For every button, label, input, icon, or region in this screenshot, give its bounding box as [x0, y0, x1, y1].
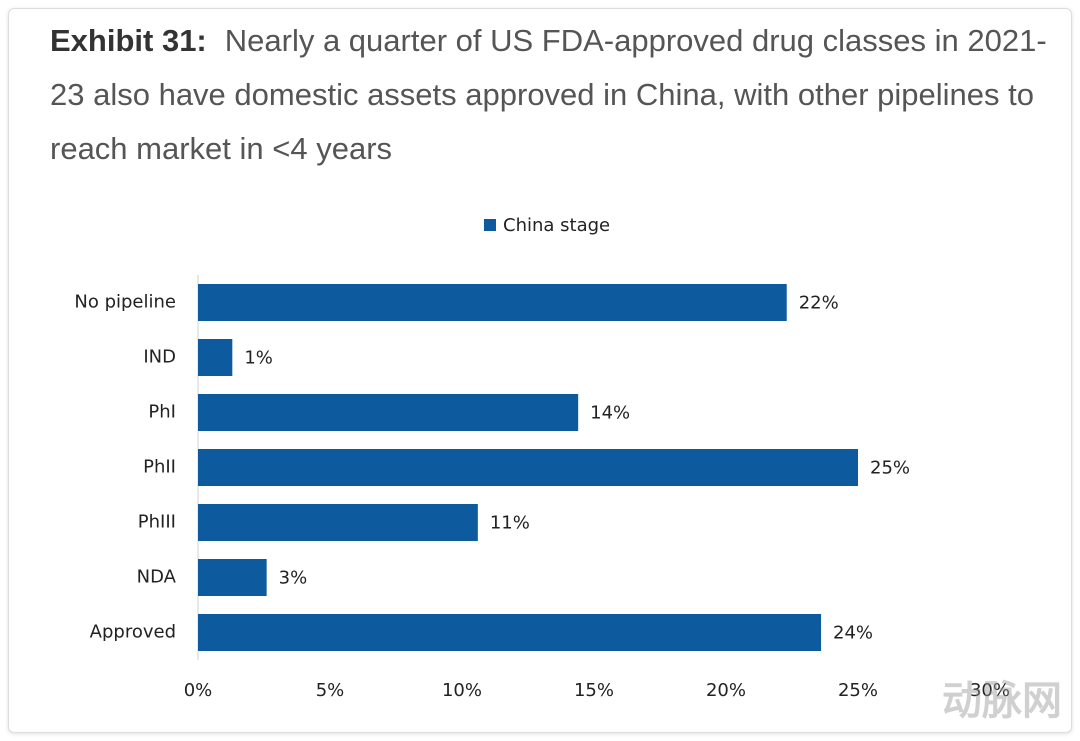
x-tick-label: 20%: [706, 680, 746, 701]
data-label: 11%: [490, 513, 530, 534]
data-label: 3%: [279, 568, 308, 589]
card: [8, 8, 1072, 733]
x-tick-label: 5%: [316, 680, 345, 701]
bar: [198, 339, 233, 376]
legend-swatch: [484, 219, 496, 231]
bar: [198, 559, 267, 596]
x-tick-label: 0%: [184, 680, 213, 701]
data-label: 1%: [244, 348, 273, 369]
x-tick-label: 25%: [838, 680, 878, 701]
exhibit-label: Exhibit 31:: [50, 23, 207, 58]
y-tick-label: No pipeline: [74, 292, 176, 313]
data-label: 22%: [799, 293, 839, 314]
y-tick-label: NDA: [137, 567, 177, 588]
y-tick-label: PhII: [143, 457, 176, 478]
x-tick-label: 10%: [442, 680, 482, 701]
y-tick-label: Approved: [90, 622, 176, 643]
legend-label: China stage: [503, 215, 610, 236]
y-tick-label: IND: [143, 347, 176, 368]
data-label: 25%: [870, 458, 910, 479]
x-tick-label: 15%: [574, 680, 614, 701]
bar: [198, 504, 478, 541]
bar: [198, 394, 579, 431]
x-tick-label: 30%: [970, 680, 1010, 701]
data-label: 14%: [590, 403, 630, 424]
bar: [198, 614, 822, 651]
bar: [198, 284, 787, 321]
title-block: Exhibit 31: Nearly a quarter of US FDA-ap…: [50, 14, 1050, 176]
watermark: 动脉网: [942, 678, 1062, 724]
data-label: 24%: [833, 623, 873, 644]
bar: [198, 449, 858, 486]
y-tick-label: PhI: [148, 402, 176, 423]
y-tick-label: PhIII: [138, 512, 176, 533]
chart-title: Nearly a quarter of US FDA-approved drug…: [50, 23, 1047, 166]
